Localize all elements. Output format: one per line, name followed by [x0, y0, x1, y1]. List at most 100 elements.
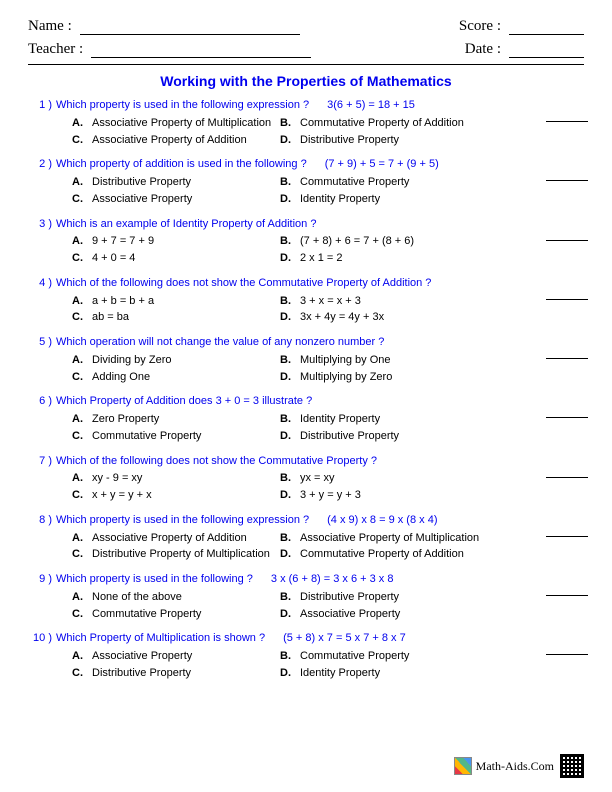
question-expression: (5 + 8) x 7 = 5 x 7 + 8 x 7 [283, 632, 406, 644]
choice-letter: C. [72, 371, 92, 385]
choice-letter: A. [72, 532, 92, 546]
choices-grid: A.Associative PropertyB.Commutative Prop… [72, 650, 584, 681]
teacher-label: Teacher : [28, 41, 83, 58]
question-expression: (7 + 9) + 5 = 7 + (9 + 5) [325, 158, 439, 170]
answer-blank[interactable] [546, 536, 588, 537]
choice-letter: D. [280, 430, 300, 444]
choice-text: Identity Property [300, 413, 380, 427]
choice-d: D.3 + y = y + 3 [280, 489, 488, 503]
choice-a: A.xy - 9 = xy [72, 472, 280, 486]
answer-blank[interactable] [546, 358, 588, 359]
choice-letter: A. [72, 591, 92, 605]
choice-text: Commutative Property [300, 650, 409, 664]
date-label: Date : [465, 41, 501, 58]
choice-letter: B. [280, 117, 300, 131]
choice-a: A.None of the above [72, 591, 280, 605]
choice-d: D.3x + 4y = 4y + 3x [280, 311, 488, 325]
score-blank[interactable] [509, 19, 584, 35]
score-field: Score : [459, 18, 584, 35]
answer-blank[interactable] [546, 595, 588, 596]
choice-letter: D. [280, 193, 300, 207]
footer-logo-icon [454, 757, 472, 775]
choice-text: Associative Property of Multiplication [92, 117, 271, 131]
date-field: Date : [465, 41, 584, 58]
question-text: Which property is used in the following … [56, 99, 584, 113]
question-text: Which Property of Multiplication is show… [56, 632, 584, 646]
answer-blank[interactable] [546, 240, 588, 241]
question-block: 7 )Which of the following does not show … [28, 455, 584, 503]
answer-blank[interactable] [546, 654, 588, 655]
choice-a: A.Associative Property of Multiplication [72, 117, 280, 131]
choice-a: A.9 + 7 = 7 + 9 [72, 235, 280, 249]
question-number: 2 ) [28, 158, 56, 172]
answer-blank[interactable] [546, 180, 588, 181]
question-block: 6 )Which Property of Addition does 3 + 0… [28, 395, 584, 443]
choice-a: A.Associative Property of Addition [72, 532, 280, 546]
choice-text: Adding One [92, 371, 150, 385]
choice-letter: C. [72, 311, 92, 325]
choice-b: B.Commutative Property [280, 176, 488, 190]
answer-blank[interactable] [546, 417, 588, 418]
choice-c: C.Associative Property of Addition [72, 134, 280, 148]
question-prompt: 8 )Which property is used in the followi… [28, 514, 584, 528]
choice-text: 3x + 4y = 4y + 3x [300, 311, 384, 325]
choice-text: 9 + 7 = 7 + 9 [92, 235, 154, 249]
choice-text: Identity Property [300, 193, 380, 207]
score-label: Score : [459, 18, 501, 35]
question-number: 3 ) [28, 218, 56, 232]
choice-letter: B. [280, 235, 300, 249]
question-text: Which property is used in the following … [56, 573, 584, 587]
choice-text: Associative Property [92, 193, 192, 207]
choices-grid: A.a + b = b + aB.3 + x = x + 3C.ab = baD… [72, 295, 584, 326]
choices-grid: A.Associative Property of AdditionB.Asso… [72, 532, 584, 563]
date-blank[interactable] [509, 42, 584, 58]
choice-text: Zero Property [92, 413, 159, 427]
choices-grid: A.9 + 7 = 7 + 9B.(7 + 8) + 6 = 7 + (8 + … [72, 235, 584, 266]
choice-text: Associative Property of Multiplication [300, 532, 479, 546]
choice-letter: C. [72, 430, 92, 444]
question-number: 10 ) [28, 632, 56, 646]
answer-blank[interactable] [546, 121, 588, 122]
choice-b: B.Multiplying by One [280, 354, 488, 368]
choice-d: D.Distributive Property [280, 134, 488, 148]
question-number: 9 ) [28, 573, 56, 587]
choice-letter: B. [280, 413, 300, 427]
choice-d: D.Identity Property [280, 667, 488, 681]
question-prompt: 7 )Which of the following does not show … [28, 455, 584, 469]
choice-text: Dividing by Zero [92, 354, 171, 368]
choice-d: D.Distributive Property [280, 430, 488, 444]
name-blank[interactable] [80, 19, 300, 35]
choice-b: B.3 + x = x + 3 [280, 295, 488, 309]
choice-text: Commutative Property of Addition [300, 548, 464, 562]
question-prompt: 9 )Which property is used in the followi… [28, 573, 584, 587]
qr-code-icon [560, 754, 584, 778]
answer-blank[interactable] [546, 477, 588, 478]
choice-letter: D. [280, 548, 300, 562]
question-number: 7 ) [28, 455, 56, 469]
choice-a: A.Zero Property [72, 413, 280, 427]
choice-c: C.Associative Property [72, 193, 280, 207]
choice-c: C.x + y = y + x [72, 489, 280, 503]
choice-letter: C. [72, 252, 92, 266]
teacher-blank[interactable] [91, 42, 311, 58]
choice-b: B.Associative Property of Multiplication [280, 532, 488, 546]
choice-a: A.Distributive Property [72, 176, 280, 190]
choice-text: xy - 9 = xy [92, 472, 142, 486]
choice-letter: D. [280, 489, 300, 503]
choice-letter: B. [280, 295, 300, 309]
choice-letter: B. [280, 354, 300, 368]
choice-text: ab = ba [92, 311, 129, 325]
question-prompt: 2 )Which property of addition is used in… [28, 158, 584, 172]
question-prompt: 4 )Which of the following does not show … [28, 277, 584, 291]
choice-text: a + b = b + a [92, 295, 154, 309]
choice-d: D.Associative Property [280, 608, 488, 622]
choice-letter: A. [72, 117, 92, 131]
choice-text: Distributive Property [92, 176, 191, 190]
choice-c: C.Commutative Property [72, 430, 280, 444]
answer-blank[interactable] [546, 299, 588, 300]
choice-text: 3 + y = y + 3 [300, 489, 361, 503]
choice-letter: C. [72, 489, 92, 503]
name-field: Name : [28, 18, 300, 35]
question-block: 10 )Which Property of Multiplication is … [28, 632, 584, 680]
choice-text: Distributive Property [300, 430, 399, 444]
